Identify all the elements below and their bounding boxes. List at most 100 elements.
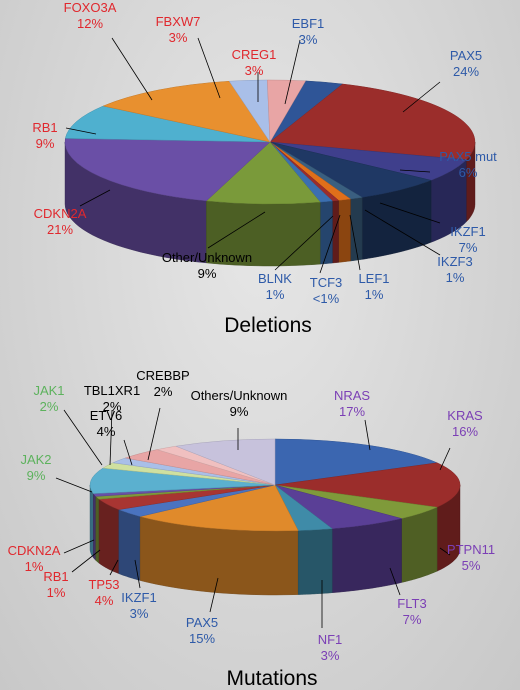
label-name: PAX5 [450,48,482,63]
label-other-unknown: Other/Unknown 9% [162,250,252,281]
label-rb1: RB1 9% [32,120,57,151]
leader-line-jak2 [55,477,93,493]
label-percent: 21% [47,222,73,237]
side-cdkn2a [93,493,96,561]
label-pax5-mut: PAX5 mut 6% [439,149,497,180]
label-ptpn11: PTPN11 5% [447,542,495,573]
label-percent: 6% [459,165,478,180]
label-name: RB1 [32,120,57,135]
slice-kras [274,462,461,508]
leader-line-rb1 [65,127,97,135]
label-name: RB1 [43,569,68,584]
leader-line-crebbp [147,407,161,461]
leader-line-ptpn11 [439,547,451,556]
label-name: PTPN11 [447,542,495,557]
label-name: JAK2 [20,452,51,467]
slice-cdkn2a [64,138,271,202]
leader-line-cdkn2a [63,539,95,554]
label-foxo3a: FOXO3A 12% [64,0,117,31]
leader-line-ikzf1 [134,559,141,589]
label-name: TCF3 [310,275,343,290]
leader-line-tp53 [109,559,119,576]
label-others-unknown: Others/Unknown 9% [191,388,288,419]
label-name: ETV6 [90,408,123,423]
side-tcf3 [332,200,339,264]
label-jak2: JAK2 9% [20,452,51,483]
label-nras: NRAS 17% [334,388,370,419]
leader-line-pax5-mut [399,169,431,173]
label-percent: 3% [299,32,318,47]
label-percent: 1% [365,287,384,302]
leader-line-other-unknown [207,211,266,249]
label-percent: 3% [245,63,264,78]
label-name: FLT3 [397,596,426,611]
leader-line-cdkn2a [79,189,111,207]
label-name: BLNK [258,271,292,286]
label-pax5: PAX5 24% [450,48,482,79]
label-percent: 9% [27,468,46,483]
leader-line-flt3 [389,567,401,596]
label-percent: 9% [36,136,55,151]
leader-line-foxo3a [111,37,153,101]
label-name: KRAS [447,408,483,423]
slice-creg1 [267,79,307,143]
label-name: Other/Unknown [162,250,252,265]
label-nf1: NF1 3% [318,632,343,663]
label-tp53: TP53 4% [88,577,119,608]
leader-line-jak1 [63,409,103,466]
leader-line-ebf1 [284,39,301,105]
label-percent: 24% [453,64,479,79]
label-name: LEF1 [358,271,389,286]
label-creg1: CREG1 3% [232,47,277,78]
label-name: PAX5 mut [439,149,497,164]
label-percent: 3% [169,30,188,45]
label-percent: 17% [339,404,365,419]
label-etv6: ETV6 4% [90,408,123,439]
label-percent: 9% [230,404,249,419]
side-flt3 [332,518,402,593]
side-jak2 [89,485,94,559]
label-name: JAK1 [33,383,64,398]
leader-line-pax5 [402,81,441,113]
label-cdkn2a: CDKN2A 1% [8,543,61,574]
label-kras: KRAS 16% [447,408,483,439]
label-percent: 1% [25,559,44,574]
label-percent: 9% [198,266,217,281]
label-percent: <1% [313,291,340,306]
label-name: Others/Unknown [191,388,288,403]
label-name: PAX5 [186,615,218,630]
slice-pax5 [269,83,476,161]
label-flt3: FLT3 7% [397,596,426,627]
label-percent: 3% [321,648,340,663]
side-ptpn11 [401,506,438,583]
label-percent: 1% [47,585,66,600]
label-percent: 7% [403,612,422,627]
leader-line-tcf3 [319,214,341,274]
label-name: NF1 [318,632,343,647]
label-name: FOXO3A [64,0,117,15]
label-ikzf3: IKZF3 1% [437,254,472,285]
deletions-pie [64,79,476,267]
side-nf1 [298,528,333,595]
label-name: IKZF1 [121,590,156,605]
label-name: TBL1XR1 [84,383,140,398]
slice-rb1 [64,105,271,143]
label-ikzf1: IKZF1 3% [121,590,156,621]
leader-line-nras [364,419,371,451]
label-percent: 4% [95,593,114,608]
label-tcf3: TCF3 <1% [310,275,343,306]
label-percent: 4% [97,424,116,439]
slice-other-unknown [205,141,321,205]
label-name: IKZF3 [437,254,472,269]
leader-line-lef1 [349,214,361,271]
label-percent: 1% [446,270,465,285]
label-percent: 16% [452,424,478,439]
label-rb1: RB1 1% [43,569,68,600]
label-pax5: PAX5 15% [186,615,218,646]
leader-line-ikzf3 [364,209,441,256]
label-name: IKZF1 [450,224,485,239]
leader-line-etv6 [123,439,133,466]
label-percent: 2% [103,399,122,414]
mutations-title: Mutations [226,667,317,690]
